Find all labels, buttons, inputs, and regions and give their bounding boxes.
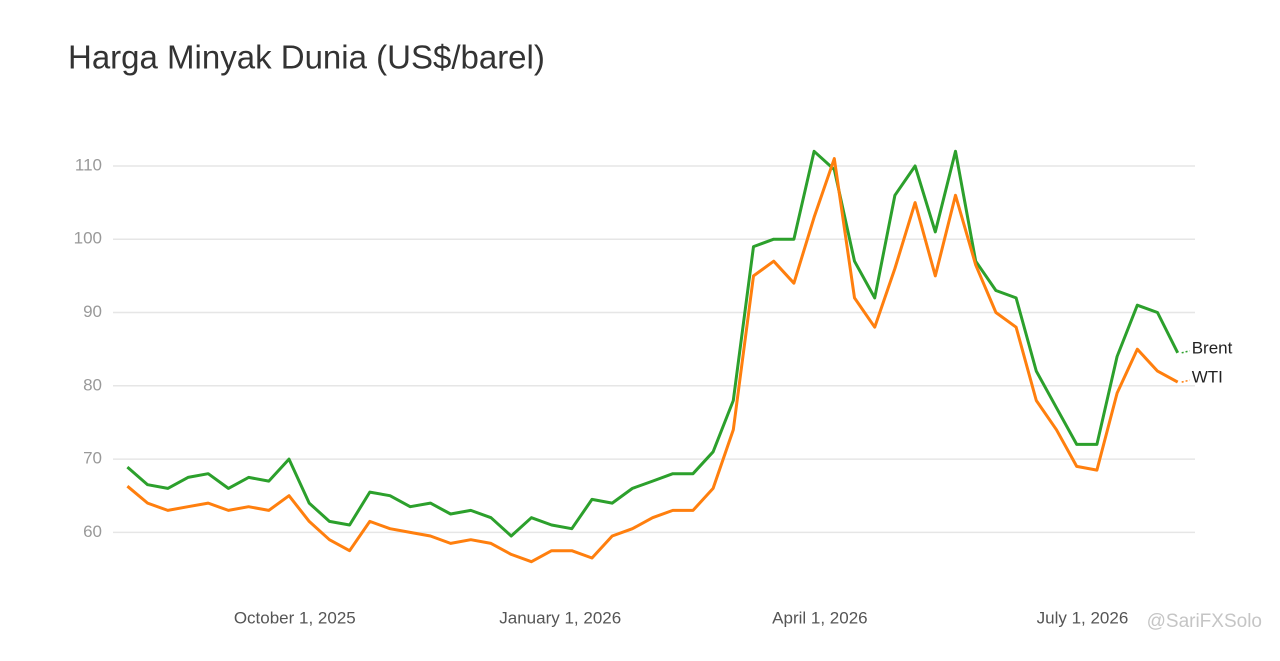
chart-title: Harga Minyak Dunia (US$/barel): [68, 39, 545, 76]
y-tick-label: 70: [83, 449, 102, 468]
series-label: Brent: [1192, 338, 1233, 357]
y-tick-label: 60: [83, 522, 102, 541]
series-line: [126, 157, 1179, 564]
x-tick-label: July 1, 2026: [1037, 608, 1129, 627]
y-tick-label: 90: [83, 302, 102, 321]
label-connector: [1181, 350, 1190, 354]
x-tick-label: January 1, 2026: [499, 608, 621, 627]
y-tick-label: 100: [74, 229, 102, 248]
series-label: WTI: [1192, 368, 1223, 387]
y-tick-label: 110: [75, 155, 102, 174]
x-tick-label: October 1, 2025: [234, 608, 356, 627]
watermark: @SariFXSolo: [1147, 611, 1262, 632]
y-tick-label: 80: [83, 375, 102, 394]
series-line: [126, 149, 1180, 538]
label-connector: [1181, 379, 1190, 383]
x-tick-label: April 1, 2026: [772, 608, 867, 627]
